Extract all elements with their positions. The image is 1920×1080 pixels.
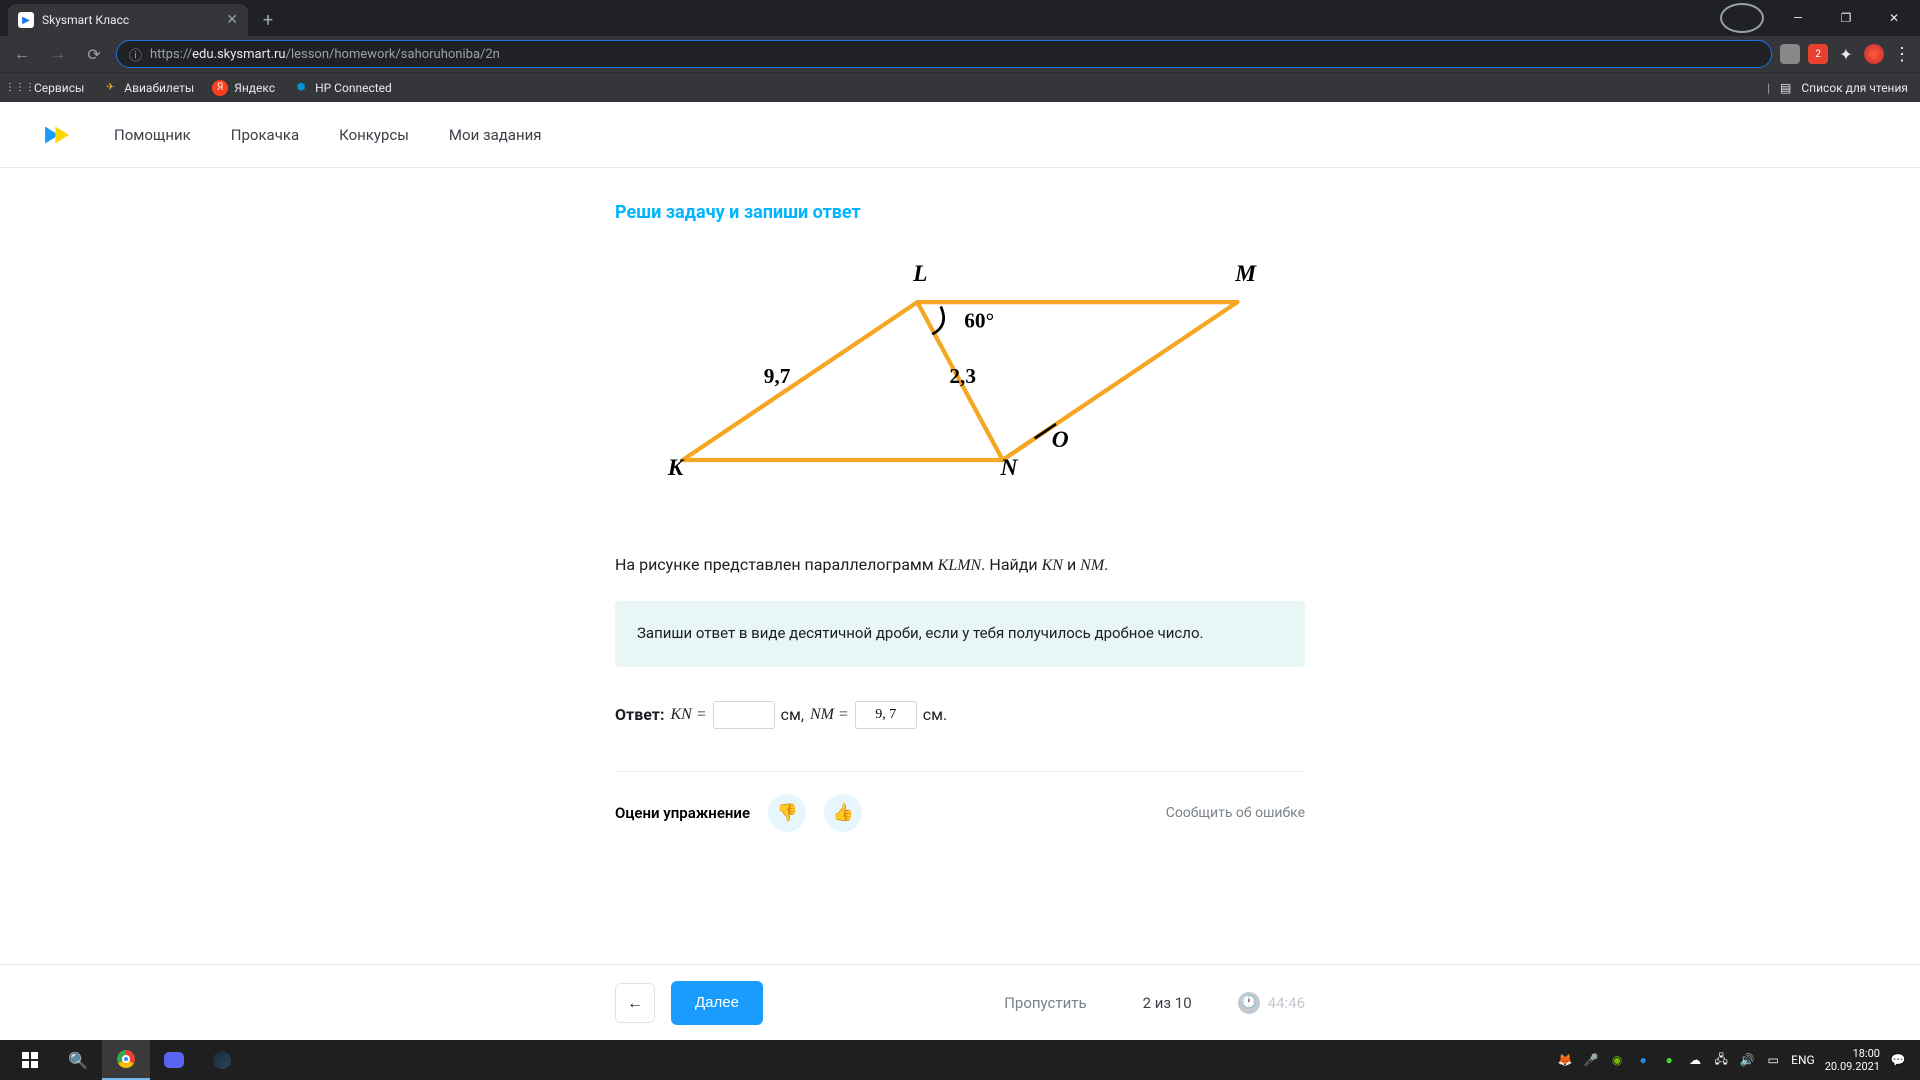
nav-my-tasks[interactable]: Мои задания <box>449 126 542 144</box>
nm-input[interactable] <box>855 701 917 729</box>
svg-text:9,7: 9,7 <box>764 364 791 388</box>
browser-toolbar: ← → ⟳ ⓘ https://edu.skysmart.ru/lesson/h… <box>0 36 1920 72</box>
system-tray: 🦊 🎤 ◉ ● ● ☁ 🖧 🔊 ▭ ENG 18:00 20.09.2021 💬 <box>1557 1047 1914 1073</box>
extensions-puzzle-icon[interactable]: ✦ <box>1836 44 1856 64</box>
svg-text:2,3: 2,3 <box>949 364 976 388</box>
window-minimize-button[interactable]: ― <box>1776 3 1820 33</box>
answer-label: Ответ: <box>615 705 664 724</box>
tab-favicon: ▶ <box>18 12 34 28</box>
site-header: Помощник Прокачка Конкурсы Мои задания <box>0 102 1920 168</box>
reading-list-button[interactable]: Список для чтения <box>1801 81 1908 95</box>
tray-steam-icon[interactable]: ● <box>1635 1052 1651 1068</box>
unit-label: см. <box>923 705 947 724</box>
bookmark-favicon: ⬢ <box>293 80 309 96</box>
svg-text:M: M <box>1234 261 1257 287</box>
window-close-button[interactable]: ✕ <box>1872 3 1916 33</box>
tab-title: Skysmart Класс <box>42 13 129 27</box>
extension-icon[interactable] <box>1780 44 1800 64</box>
extension-icon[interactable]: 2 <box>1808 44 1828 64</box>
bookmark-item[interactable]: ⋮⋮⋮ Сервисы <box>12 80 84 96</box>
taskbar-steam[interactable] <box>198 1040 246 1080</box>
reload-icon[interactable]: ⟳ <box>80 40 108 68</box>
notifications-icon[interactable]: 💬 <box>1890 1052 1906 1068</box>
start-button[interactable] <box>6 1040 54 1080</box>
bookmark-label: HP Connected <box>315 81 392 95</box>
skip-button[interactable]: Пропустить <box>1004 994 1086 1012</box>
extension-icons: 2 ✦ ⋮ <box>1780 44 1912 64</box>
thumbs-up-button[interactable]: 👍 <box>824 794 862 832</box>
tray-volume-icon[interactable]: 🔊 <box>1739 1052 1755 1068</box>
report-error-link[interactable]: Сообщить об ошибке <box>1166 805 1305 821</box>
clock-icon: 🕐 <box>1238 992 1260 1014</box>
next-task-button[interactable]: Далее <box>671 981 763 1025</box>
nav-contests[interactable]: Конкурсы <box>339 126 409 144</box>
back-icon[interactable]: ← <box>8 40 36 68</box>
timer-value: 44:46 <box>1268 994 1305 1012</box>
prev-task-button[interactable]: ← <box>615 983 655 1023</box>
svg-text:O: O <box>1052 427 1069 453</box>
answer-row: Ответ: KN = см, NM = см. <box>615 701 1305 729</box>
hint-box: Запиши ответ в виде десятичной дроби, ес… <box>615 601 1305 667</box>
window-maximize-button[interactable]: ❐ <box>1824 3 1868 33</box>
problem-text: На рисунке представлен параллелограмм KL… <box>615 555 1305 575</box>
url-text: https://edu.skysmart.ru/lesson/homework/… <box>150 47 500 62</box>
taskbar-discord[interactable] <box>150 1040 198 1080</box>
new-tab-button[interactable]: + <box>254 6 282 34</box>
tray-nvidia-icon[interactable]: ◉ <box>1609 1052 1625 1068</box>
address-bar[interactable]: ⓘ https://edu.skysmart.ru/lesson/homewor… <box>116 40 1772 68</box>
task-title: Реши задачу и запиши ответ <box>615 202 1305 223</box>
timer: 🕐 44:46 <box>1238 992 1305 1014</box>
thumbs-down-button[interactable]: 👎 <box>768 794 806 832</box>
browser-tab[interactable]: ▶ Skysmart Класс ✕ <box>8 4 248 36</box>
tray-mic-icon[interactable]: 🎤 <box>1583 1052 1599 1068</box>
svg-text:L: L <box>912 261 927 287</box>
progress-indicator: 2 из 10 <box>1143 994 1192 1012</box>
language-indicator[interactable]: ENG <box>1791 1053 1815 1067</box>
bookmark-item[interactable]: Я Яндекс <box>212 80 275 96</box>
kn-input[interactable] <box>713 701 775 729</box>
bookmark-favicon: Я <box>212 80 228 96</box>
lock-icon: ⓘ <box>129 45 142 64</box>
tray-battery-icon[interactable]: ▭ <box>1765 1052 1781 1068</box>
svg-text:60°: 60° <box>964 309 994 333</box>
geometry-diagram: K L M N O 9,7 2,3 60° <box>640 245 1280 515</box>
tray-onedrive-icon[interactable]: ☁ <box>1687 1052 1703 1068</box>
search-button[interactable]: 🔍 <box>54 1040 102 1080</box>
apps-icon: ⋮⋮⋮ <box>12 80 28 96</box>
nm-label: NM = <box>810 706 849 724</box>
profile-icon[interactable] <box>1720 3 1764 33</box>
tab-close-icon[interactable]: ✕ <box>226 12 238 28</box>
bottom-nav: ← Далее Пропустить 2 из 10 🕐 44:46 <box>0 964 1920 1040</box>
svg-text:N: N <box>1000 455 1019 481</box>
svg-text:K: K <box>667 455 685 481</box>
browser-tab-bar: ▶ Skysmart Класс ✕ + ― ❐ ✕ <box>0 0 1920 36</box>
site-logo[interactable] <box>40 123 74 147</box>
chrome-menu-icon[interactable]: ⋮ <box>1892 44 1912 64</box>
unit-label: см, <box>781 705 804 724</box>
bookmark-label: Авиабилеты <box>124 81 194 95</box>
nav-helper[interactable]: Помощник <box>114 126 191 144</box>
windows-taskbar: 🔍 🦊 🎤 ◉ ● ● ☁ 🖧 🔊 ▭ ENG 18:00 20.09.2021… <box>0 1040 1920 1080</box>
forward-icon[interactable]: → <box>44 40 72 68</box>
bookmark-favicon: ✈ <box>102 80 118 96</box>
kn-label: KN = <box>670 706 706 724</box>
tray-status-icon[interactable]: ● <box>1661 1052 1677 1068</box>
bookmark-item[interactable]: ⬢ HP Connected <box>293 80 392 96</box>
nav-training[interactable]: Прокачка <box>231 126 299 144</box>
tray-icon[interactable]: 🦊 <box>1557 1052 1573 1068</box>
reading-list-icon: ▤ <box>1780 81 1791 95</box>
tray-network-icon[interactable]: 🖧 <box>1713 1052 1729 1068</box>
clock[interactable]: 18:00 20.09.2021 <box>1825 1047 1880 1073</box>
bookmark-label: Сервисы <box>34 81 84 95</box>
divider: | <box>1767 81 1770 95</box>
bookmark-item[interactable]: ✈ Авиабилеты <box>102 80 194 96</box>
rate-label: Оцени упражнение <box>615 804 750 822</box>
bookmark-label: Яндекс <box>234 81 275 95</box>
rate-row: Оцени упражнение 👎 👍 Сообщить об ошибке <box>615 771 1305 832</box>
profile-avatar[interactable] <box>1864 44 1884 64</box>
task-content: Реши задачу и запиши ответ K L M N O 9,7 2,3 60… <box>615 202 1305 832</box>
taskbar-chrome[interactable] <box>102 1040 150 1080</box>
bookmarks-bar: ⋮⋮⋮ Сервисы ✈ Авиабилеты Я Яндекс ⬢ HP C… <box>0 72 1920 102</box>
